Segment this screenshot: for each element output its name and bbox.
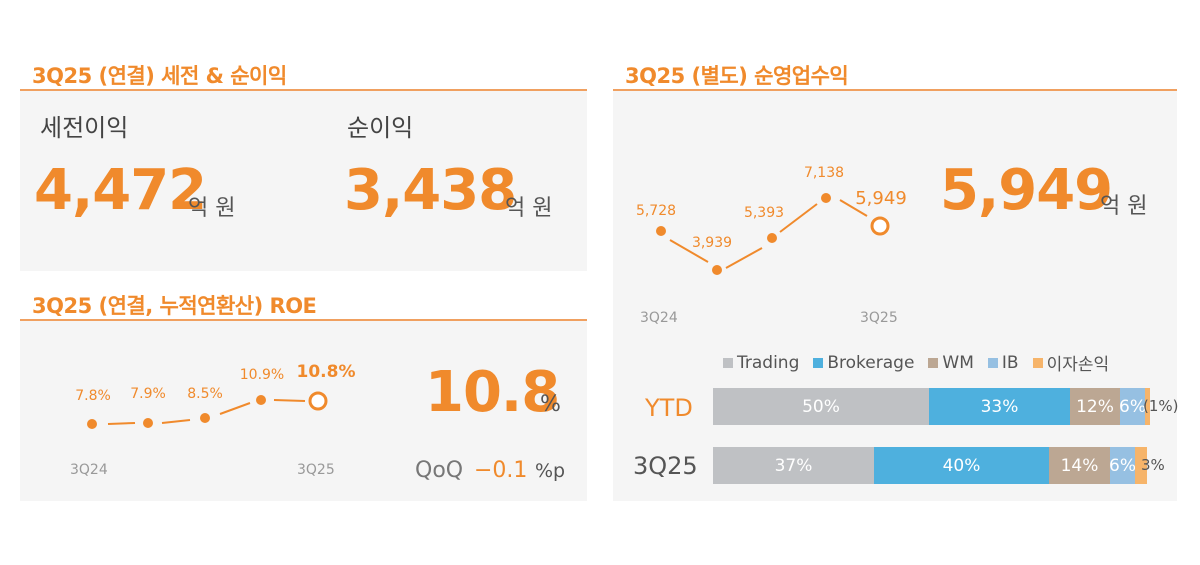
- seg-ib: 6%: [1119, 388, 1146, 425]
- roe-section-title: 3Q25 (연결, 누적연환산) ROE: [32, 294, 317, 318]
- roe-value: 10.8: [425, 360, 560, 425]
- mix-tail-3q25: 3%: [1141, 456, 1165, 474]
- qoq-unit: %p: [535, 460, 566, 482]
- seg-interest: [1145, 388, 1150, 425]
- roe-axis-start: 3Q24: [70, 462, 108, 478]
- legend-ib: IB: [987, 350, 1019, 375]
- mix-bar-3q25: 37% 40% 14% 6%: [713, 447, 1147, 484]
- revenue-panel: [613, 91, 1177, 501]
- roe-point-label: 7.8%: [75, 388, 111, 404]
- roe-point-label-current: 10.8%: [296, 362, 356, 382]
- net-value: 3,438: [344, 158, 517, 223]
- roe-axis-end: 3Q25: [297, 462, 335, 478]
- revenue-value: 5,949: [940, 158, 1113, 223]
- seg-ib: 6%: [1109, 447, 1136, 484]
- revenue-point-label: 7,138: [803, 165, 845, 181]
- mix-row-label-3q25: 3Q25: [633, 452, 698, 480]
- legend-trading: Trading: [723, 350, 799, 375]
- seg-wm: 14%: [1049, 447, 1110, 484]
- mix-bar-ytd: 50% 33% 12% 6%: [713, 388, 1150, 425]
- legend-wm: WM: [928, 350, 974, 375]
- legend-brokerage: Brokerage: [813, 350, 914, 375]
- net-unit: 억 원: [505, 196, 553, 221]
- revenue-axis-start: 3Q24: [640, 310, 678, 326]
- roe-point-label: 7.9%: [130, 386, 166, 402]
- revenue-unit: 억 원: [1100, 194, 1148, 219]
- roe-point-label: 8.5%: [187, 386, 223, 402]
- revenue-point-label: 3,939: [691, 235, 733, 251]
- revenue-axis-end: 3Q25: [860, 310, 898, 326]
- seg-brokerage: 40%: [874, 447, 1049, 484]
- revenue-point-label: 5,728: [635, 203, 677, 219]
- swatch-icon: [987, 357, 998, 368]
- mix-tail-ytd: (1%): [1143, 397, 1179, 415]
- seg-brokerage: 33%: [929, 388, 1070, 425]
- swatch-icon: [723, 357, 733, 368]
- roe-unit: %: [540, 392, 561, 417]
- legend-interest: 이자손익: [1032, 350, 1109, 375]
- pretax-unit: 억 원: [188, 196, 236, 221]
- roe-point-label: 10.9%: [239, 367, 285, 383]
- mix-legend: Trading Brokerage WM IB 이자손익: [723, 350, 1109, 375]
- swatch-icon: [928, 357, 939, 368]
- net-label: 순이익: [347, 114, 414, 142]
- roe-panel: [20, 321, 587, 501]
- revenue-line-chart: [656, 193, 890, 275]
- mix-row-label-ytd: YTD: [645, 394, 693, 422]
- pretax-label: 세전이익: [40, 114, 129, 142]
- pretax-panel: [20, 91, 587, 271]
- seg-trading: 37%: [713, 447, 874, 484]
- roe-line-chart: [87, 391, 328, 429]
- swatch-icon: [813, 357, 824, 368]
- pretax-section-title: 3Q25 (연결) 세전 & 순이익: [32, 64, 287, 88]
- swatch-icon: [1032, 357, 1043, 368]
- pretax-value: 4,472: [34, 158, 207, 223]
- seg-trading: 50%: [713, 388, 929, 425]
- pretax-rule: [20, 89, 587, 91]
- revenue-section-title: 3Q25 (별도) 순영업수익: [625, 64, 849, 88]
- qoq-value: −0.1: [474, 458, 528, 483]
- seg-interest: [1135, 447, 1147, 484]
- revenue-point-label: 5,393: [743, 205, 785, 221]
- qoq-label: QoQ: [415, 458, 464, 483]
- revenue-point-label-current: 5,949: [855, 188, 907, 209]
- roe-rule: [20, 319, 587, 321]
- seg-wm: 12%: [1070, 388, 1120, 425]
- revenue-rule: [613, 89, 1177, 91]
